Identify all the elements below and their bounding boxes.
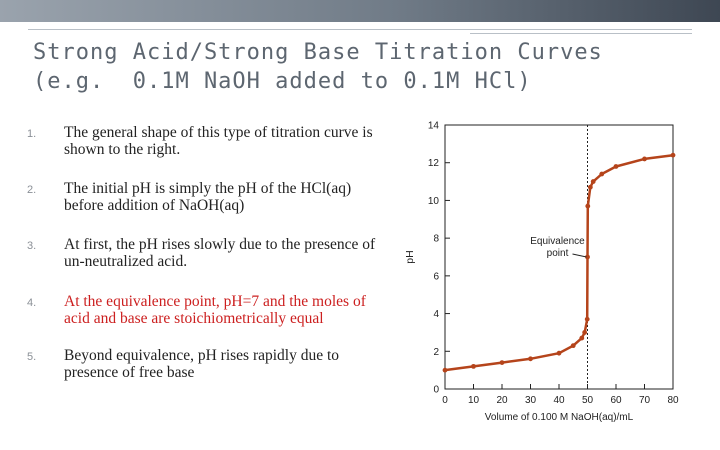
bullet-number: 5. [27, 351, 37, 363]
data-point [613, 164, 619, 169]
x-tick-label: 30 [525, 395, 537, 406]
data-point [570, 343, 576, 349]
data-point [590, 179, 596, 184]
x-tick-label: 80 [667, 395, 679, 406]
data-point [471, 363, 476, 369]
bullet-item: 1. The general shape of this type of tit… [18, 124, 390, 158]
bullet-number: 4. [27, 297, 37, 309]
data-point [582, 330, 588, 335]
data-point [584, 316, 590, 322]
annotation-label-line-1: Equivalence [530, 236, 585, 247]
bullet-number: 1. [27, 128, 37, 140]
bullet-number: 2. [27, 184, 37, 196]
slide-title-line-1: Strong Acid/Strong Base Titration Curves [33, 40, 603, 65]
series-points [442, 152, 676, 373]
bullet-item: 3. At first, the pH rises slowly due to … [18, 236, 390, 270]
bullet-text: At first, the pH rises slowly due to the… [64, 236, 376, 270]
y-axis-label: pH [404, 250, 416, 263]
y-tick-label: 2 [433, 347, 439, 358]
data-point [556, 350, 562, 356]
y-tick-label: 8 [433, 234, 439, 245]
y-tick-label: 4 [433, 309, 439, 320]
annotation-pointer [572, 253, 587, 258]
x-tick-label: 50 [582, 395, 594, 406]
data-point [585, 254, 590, 260]
bullet-text: The general shape of this type of titrat… [64, 124, 373, 158]
slide-title: Strong Acid/Strong Base Titration Curves… [33, 38, 603, 96]
y-tick-label: 12 [428, 158, 440, 169]
x-tick-label: 70 [639, 395, 651, 406]
data-point [585, 203, 591, 209]
bullet-number: 3. [27, 240, 37, 252]
data-point [642, 156, 647, 162]
x-tick-label: 0 [442, 395, 448, 406]
x-axis-label: Volume of 0.100 M NaOH(aq)/mL [485, 412, 634, 423]
x-tick-label: 40 [553, 395, 565, 406]
data-point [599, 171, 605, 177]
bullet-text: The initial pH is simply the pH of the H… [64, 180, 352, 214]
slide-title-line-2: (e.g. 0.1M NaOH added to 0.1M HCl) [33, 69, 532, 94]
data-point [499, 360, 505, 365]
annotation-label-line-2: point [547, 248, 569, 259]
bullet-list: 1. The general shape of this type of tit… [18, 124, 390, 381]
slide-top-bar [0, 0, 720, 22]
data-point [579, 335, 585, 341]
data-point [528, 356, 533, 362]
data-point [670, 152, 676, 158]
y-tick-label: 10 [428, 196, 440, 207]
x-tick-label: 60 [610, 395, 622, 406]
data-point [442, 367, 448, 373]
bullet-text: Beyond equivalence, pH rises rapidly due… [64, 347, 340, 381]
bullet-item-highlighted: 4. At the equivalence point, pH=7 and th… [18, 293, 390, 327]
series-line [444, 153, 674, 372]
title-divider-accent [470, 33, 692, 34]
x-tick-label: 10 [468, 395, 480, 406]
x-axis-ticks: 0 10 20 30 40 50 60 70 80 [442, 384, 679, 406]
bullet-text: At the equivalence point, pH=7 and the m… [64, 293, 366, 327]
y-tick-label: 14 [428, 121, 440, 132]
x-tick-label: 20 [496, 395, 508, 406]
bullet-item: 5. Beyond equivalence, pH rises rapidly … [18, 347, 390, 381]
title-divider [28, 29, 692, 30]
y-tick-label: 0 [433, 385, 439, 396]
y-axis-ticks: 0 2 4 6 8 10 12 14 [428, 121, 450, 396]
titration-chart: 0 2 4 6 8 10 12 14 0 10 20 30 40 50 60 70 80 Equivalenc… [404, 121, 679, 424]
y-tick-label: 6 [433, 271, 439, 282]
data-point [587, 184, 593, 190]
bullet-item: 2. The initial pH is simply the pH of th… [18, 180, 390, 214]
